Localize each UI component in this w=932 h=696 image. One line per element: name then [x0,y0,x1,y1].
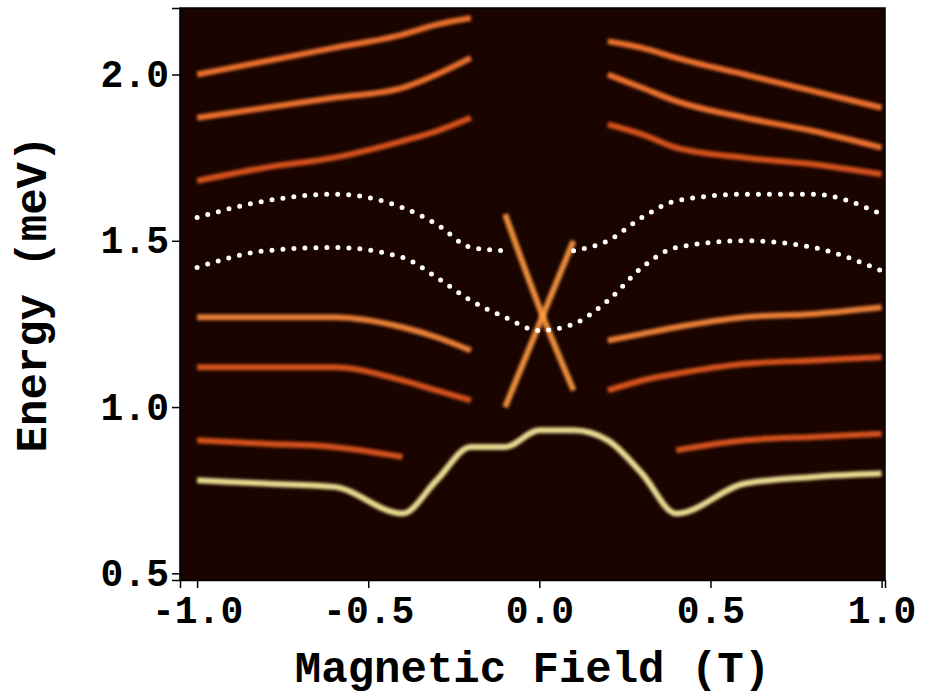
band-line [197,58,881,148]
y-tick: 0.5 [101,554,180,597]
plot-background [180,8,885,580]
y-axis-line [172,9,181,581]
x-tick-label: -1.0 [152,591,243,634]
band-line [197,434,881,457]
x-axis: -1.0 -0.5 0.0 0.5 1.0 [152,580,916,634]
x-tick-mark [197,580,199,588]
x-tick-label: 1.0 [848,591,916,634]
y-tick: 1.0 [101,388,180,431]
x-tick: 0.0 [506,580,574,634]
y-tick-label: 2.0 [101,55,169,98]
x-tick-label: 0.0 [506,591,574,634]
y-tick: 2.0 [101,55,180,98]
x-tick: 1.0 [848,580,916,634]
x-axis-line [181,581,886,589]
x-tick-mark [881,580,883,588]
y-tick-label: 0.5 [101,554,169,597]
y-axis-title: Energy (meV) [9,136,59,453]
x-tick-mark [368,580,370,588]
y-tick-mark [172,407,180,409]
band-line [197,357,881,400]
band-line [197,430,881,513]
x-tick-mark [539,580,541,588]
chart: -1.0 -0.5 0.0 0.5 1.0 0.5 1.0 1.5 2.0 Magnetic Fi… [0,0,932,696]
plot-frame [180,8,885,580]
dotted-guide [197,241,881,331]
band-line [197,118,881,181]
band-line [197,18,881,108]
y-axis: 0.5 1.0 1.5 2.0 [101,9,181,598]
x-tick-mark [710,580,712,588]
x-tick: -0.5 [323,580,414,634]
y-tick-mark [172,241,180,243]
x-tick-label: 0.5 [677,591,745,634]
dotted-guide [197,194,881,251]
y-tick-label: 1.0 [101,388,169,431]
y-tick-mark [172,74,180,76]
x-axis-title: Magnetic Field (T) [295,645,770,695]
plot: -1.0 -0.5 0.0 0.5 1.0 0.5 1.0 1.5 2.0 [101,8,917,634]
x-tick: 0.5 [677,580,745,634]
x-tick-label: -0.5 [323,591,414,634]
band-line [505,214,573,390]
y-tick: 1.5 [101,221,180,264]
y-tick-label: 1.5 [101,221,169,264]
y-tick-mark [172,573,180,575]
series-group [197,18,881,514]
